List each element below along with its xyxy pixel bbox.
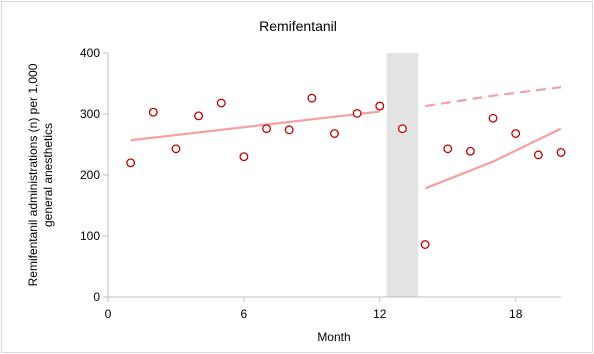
chart-title: Remifentanil xyxy=(259,18,337,34)
data-point xyxy=(330,129,339,138)
data-point xyxy=(511,129,521,138)
data-point xyxy=(307,93,317,103)
intervention-shaded-band xyxy=(386,53,419,297)
data-point xyxy=(420,240,430,249)
data-point xyxy=(443,144,453,154)
data-point xyxy=(352,108,362,118)
data-point xyxy=(216,98,226,108)
y-tick-label: 100 xyxy=(80,229,100,243)
y-axis-label-line-2: general anesthetics xyxy=(41,123,55,227)
data-point xyxy=(148,107,158,117)
data-point xyxy=(488,113,498,123)
x-tick-label: 12 xyxy=(373,307,387,321)
data-point xyxy=(126,158,136,168)
data-point xyxy=(556,147,566,157)
data-point xyxy=(465,146,475,156)
data-point xyxy=(375,101,385,111)
y-axis-label-line-2-text: general anesthetics xyxy=(41,123,55,227)
y-axis-label-line-1: Remifentanil administrations (n) per 1,0… xyxy=(26,63,40,286)
data-point xyxy=(194,111,204,121)
x-axis-label: Month xyxy=(317,330,350,344)
fitted-trend-line xyxy=(424,127,562,190)
data-point xyxy=(533,150,543,160)
y-axis-label: Remifentanil administrations (n) per 1,0… xyxy=(26,63,40,286)
x-tick-label: 18 xyxy=(509,307,523,321)
y-tick-label: 400 xyxy=(80,46,100,60)
data-point xyxy=(171,144,181,154)
x-tick-label: 0 xyxy=(105,307,112,321)
counterfactual-trend-line xyxy=(424,86,562,108)
fitted-trend-line xyxy=(130,110,380,142)
data-point xyxy=(239,152,249,162)
data-point xyxy=(398,124,407,134)
y-tick-label: 200 xyxy=(80,168,100,182)
data-point xyxy=(262,124,271,134)
x-tick-label: 6 xyxy=(241,307,248,321)
data-point xyxy=(284,125,294,135)
y-tick-label: 0 xyxy=(93,290,100,304)
y-tick-label: 300 xyxy=(80,107,100,121)
